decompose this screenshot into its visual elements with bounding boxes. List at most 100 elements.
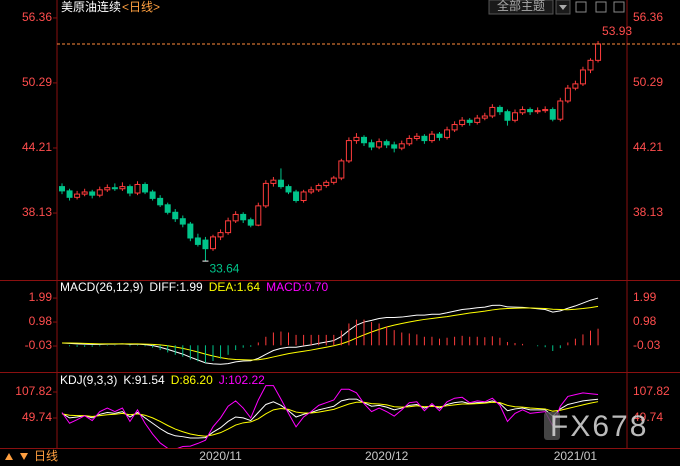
candle-body (247, 219, 254, 226)
candle-body (104, 187, 111, 191)
candle-body (428, 133, 435, 142)
candle-body (142, 183, 149, 193)
candle-body (444, 129, 451, 138)
period-arrows[interactable] (5, 453, 28, 460)
legend-entry: DEA:1.64 (209, 280, 261, 294)
candle-body (111, 187, 118, 190)
candle-body (398, 143, 405, 149)
legend-entry: MACD:0.70 (266, 280, 328, 294)
candle-body (557, 100, 564, 120)
candle-body (421, 135, 428, 142)
candle-body (187, 223, 194, 239)
candle-body (255, 205, 262, 226)
candle-body (534, 110, 541, 113)
candle-body (323, 181, 330, 187)
legend-entry: DIFF:1.99 (149, 280, 203, 294)
candle-body (96, 189, 103, 196)
y-tick-label: 44.21 (633, 140, 663, 154)
y-tick-label: 56.36 (633, 10, 663, 24)
series-line (61, 398, 599, 439)
candle-body (285, 186, 292, 193)
candle-body (587, 59, 594, 71)
candle-body (345, 140, 352, 162)
tool-icon[interactable] (575, 1, 587, 13)
y-tick-label: 38.13 (633, 205, 663, 219)
y-tick-label: 50.29 (633, 75, 663, 89)
y-tick-label: 38.13 (22, 205, 52, 219)
panel-title: MACD(26,12,9) (60, 280, 143, 294)
period-label: 日线 (34, 449, 58, 463)
theme-button-label: 全部主题 (497, 0, 545, 13)
candle-body (277, 179, 284, 188)
candle-body (564, 87, 571, 102)
candle-body (66, 190, 73, 198)
candle-body (270, 179, 277, 184)
candle-body (217, 232, 224, 238)
theme-button[interactable] (488, 0, 554, 15)
y-tick-label: 56.36 (22, 10, 52, 24)
candle-body (330, 177, 337, 183)
candle-body (300, 191, 307, 202)
y-tick-label: 49.74 (633, 410, 663, 424)
low-label: 33.64 (209, 261, 239, 275)
legend-entry: D:86.20 (171, 373, 213, 387)
candle-body (436, 133, 443, 138)
candle-body (549, 109, 556, 120)
candle-body (240, 213, 247, 221)
candle-body (74, 193, 81, 198)
y-tick-label: 0.98 (29, 314, 53, 328)
panel-title: KDJ(9,3,3) (60, 373, 117, 387)
kdj-panel (61, 385, 599, 448)
candle-body (504, 111, 511, 121)
y-tick-label: -0.03 (633, 338, 661, 352)
candle-body (262, 182, 269, 207)
candle-body (489, 106, 496, 117)
candle-body (338, 160, 345, 179)
candle-body (376, 141, 383, 148)
x-tick-label: 2020/12 (365, 449, 409, 463)
candle-body (232, 213, 239, 222)
chart-subtitle: <日线> (122, 0, 160, 14)
candle-body (164, 204, 171, 213)
series-line (61, 401, 599, 437)
series-line (62, 305, 599, 361)
candle-body (59, 186, 65, 192)
candle-body (353, 136, 360, 142)
y-tick-label: 1.99 (29, 290, 53, 304)
candle-body (119, 186, 126, 190)
candle-body (179, 218, 186, 225)
chart-title: 美原油连续 (61, 0, 121, 14)
x-tick-label: 2020/11 (199, 449, 242, 463)
candle-body (459, 119, 466, 126)
y-tick-label: 107.82 (633, 384, 670, 398)
candle-body (542, 109, 549, 112)
candle-body (466, 119, 473, 123)
candle-body (89, 191, 96, 196)
candle-body (527, 109, 534, 113)
watermark: FX678 (550, 410, 648, 443)
candle-body (413, 135, 420, 139)
tool-icon[interactable] (595, 1, 607, 13)
legend-entry: J:102.22 (219, 373, 265, 387)
candle-body (579, 69, 586, 85)
y-tick-label: 50.29 (22, 75, 52, 89)
y-tick-label: 1.99 (633, 290, 657, 304)
candle-body (451, 124, 458, 131)
dropdown-icon (559, 5, 567, 10)
candle-body (172, 211, 179, 220)
price-label: 53.93 (602, 24, 632, 38)
tool-icon[interactable] (613, 1, 625, 13)
watermark-logo (544, 412, 560, 440)
candle-body (149, 191, 156, 199)
series-line (61, 297, 599, 365)
candle-body (383, 141, 390, 146)
y-tick-label: 107.82 (15, 384, 52, 398)
candle-body (391, 144, 398, 149)
candle-body (406, 137, 413, 145)
candle-body (202, 239, 209, 250)
y-tick-label: 44.21 (22, 140, 52, 154)
candle-body (293, 191, 300, 202)
candle-body (194, 237, 201, 245)
